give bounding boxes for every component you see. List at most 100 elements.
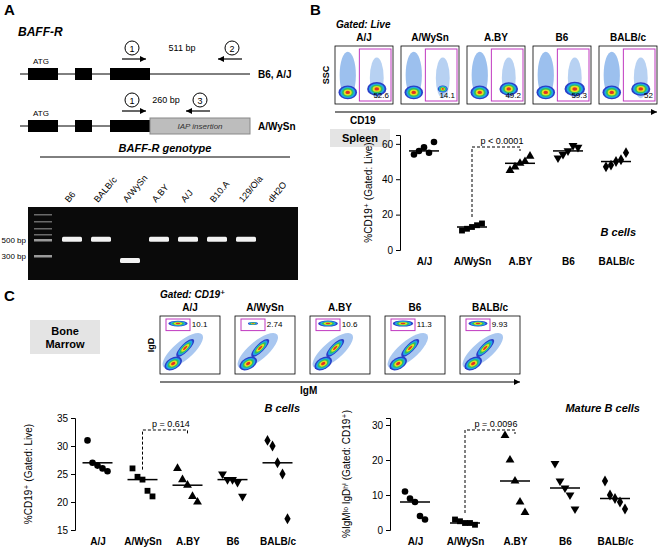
density-level — [248, 322, 258, 325]
density-level — [174, 337, 197, 360]
flow-plot-area — [385, 316, 445, 374]
x-axis-title: CD19 — [350, 115, 376, 126]
density-level — [412, 91, 416, 94]
y-axis-title: %CD19⁺ (Gated: Live) — [363, 142, 374, 242]
significance-bracket — [465, 430, 515, 513]
y-tick: 25 — [57, 469, 75, 480]
density-level — [466, 357, 480, 369]
arrow-head — [186, 108, 192, 114]
ladder-rung — [34, 214, 52, 216]
flow-background — [460, 316, 520, 374]
flow-frame — [160, 316, 220, 374]
density-level — [405, 343, 415, 353]
flow-background — [533, 46, 591, 104]
arrow-head — [514, 379, 520, 385]
gate-percent: 10.1 — [192, 320, 208, 329]
data-point — [506, 455, 515, 463]
allele: ATGB6, A/J12511 bp — [20, 41, 292, 80]
sample-title: B6 — [409, 302, 422, 313]
density-level — [401, 323, 406, 324]
sample-title: A/J — [356, 32, 372, 43]
density-level — [476, 323, 481, 324]
y-tick-mark — [396, 215, 400, 216]
tissue-label: Spleen — [342, 132, 378, 144]
y-tick-label: 0 — [387, 245, 393, 256]
density-level — [540, 88, 552, 97]
flow-frame — [460, 316, 520, 374]
density-level — [251, 339, 269, 357]
mean-line — [409, 150, 439, 152]
primer-circle — [125, 93, 139, 107]
density-level — [602, 85, 621, 99]
x-tick: B6 — [559, 532, 572, 547]
gate — [241, 319, 265, 331]
figure: ABCBAFF-RATGB6, A/J12511 bpATGIAP insert… — [0, 0, 664, 555]
data-point — [559, 152, 568, 160]
density-blob — [162, 354, 184, 374]
flow-background — [467, 46, 525, 104]
mean-line — [128, 479, 158, 481]
density-level — [241, 357, 255, 369]
density-level — [399, 337, 422, 360]
data-area — [83, 435, 293, 524]
flow-background — [235, 316, 295, 374]
y-axis-line — [396, 136, 401, 251]
x-axis-arrow — [160, 379, 520, 385]
flow-frame — [310, 316, 370, 374]
density-blob — [174, 337, 197, 360]
density-level — [312, 354, 334, 374]
density-level — [404, 85, 423, 99]
start-codon: ATG — [33, 109, 49, 118]
x-tick-label: A.BY — [176, 536, 200, 547]
ladder-band — [34, 255, 52, 258]
scatter-cloud — [538, 52, 554, 98]
density-level — [316, 357, 330, 369]
density-level — [403, 341, 417, 355]
density-level — [391, 357, 405, 369]
data-point — [566, 492, 575, 500]
y-tick: 20 — [372, 455, 390, 466]
gate-percent: 59.3 — [571, 91, 587, 100]
density-level — [478, 91, 482, 94]
data-point — [145, 488, 151, 494]
density-level — [462, 354, 484, 374]
x-axis: A/JA/WySnA.BYB6BALB/c — [408, 532, 634, 547]
y-tick-mark — [71, 474, 75, 475]
data-point — [269, 441, 275, 452]
density-level — [544, 91, 548, 94]
primer-label: 2 — [229, 44, 234, 54]
density-level — [536, 85, 555, 99]
x-tick-label: BALB/c — [598, 256, 635, 267]
density-level — [410, 89, 418, 95]
x-tick: BALB/c — [260, 532, 297, 547]
data-area — [409, 139, 631, 234]
density-level — [166, 357, 180, 369]
density-level — [320, 321, 336, 326]
allele: ATGIAP insertionA/WySn13260 bp — [20, 93, 296, 134]
arrow-head — [651, 109, 657, 115]
x-tick-label: A/WySn — [447, 536, 485, 547]
x-tick: A/J — [417, 252, 433, 267]
density-blob — [474, 337, 497, 360]
x-tick: A/J — [408, 532, 424, 547]
gate — [491, 49, 523, 101]
mean-line — [218, 479, 248, 481]
chart-title: B cells — [265, 402, 300, 414]
density-level — [252, 323, 254, 325]
density-level — [172, 322, 184, 326]
x-tick: A.BY — [509, 252, 533, 267]
scatter-cloud — [385, 327, 433, 374]
mean-line — [457, 226, 487, 228]
gate-percent: 9.93 — [492, 320, 508, 329]
exon — [75, 120, 92, 132]
flow-frame — [467, 46, 525, 104]
flow-plot-area — [160, 316, 220, 374]
x-axis-arrow — [335, 109, 657, 115]
density-level — [395, 321, 412, 326]
data-point — [622, 504, 628, 515]
y-tick: 35 — [57, 413, 75, 424]
y-tick-label: 30 — [57, 441, 69, 452]
density-level — [470, 321, 485, 326]
arrow-head — [218, 56, 224, 62]
mean-line — [173, 484, 203, 486]
